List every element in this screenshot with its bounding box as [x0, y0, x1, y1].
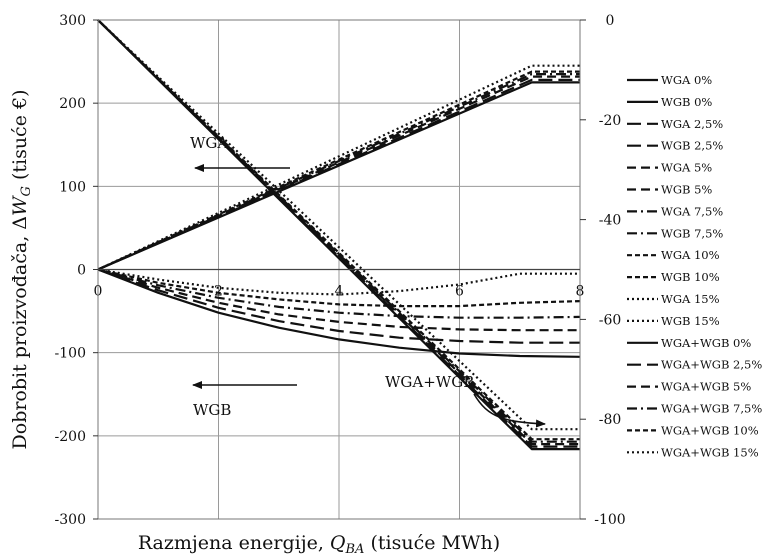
arrow-wga-wgb: [473, 393, 546, 428]
legend-label: WGB 5%: [661, 183, 712, 197]
series-line: [97, 268, 580, 296]
series-line: [97, 268, 581, 319]
legend-label: WGB 0%: [661, 95, 712, 109]
legend-label: WGA+WGB 0%: [661, 336, 751, 350]
legend-label: WGA 0%: [661, 73, 712, 87]
series-line: [97, 268, 580, 332]
x-axis-title: Razmjena energije, QBA (tisuće MWh): [138, 532, 500, 555]
annotation-wga: WGA: [190, 134, 228, 152]
y-tick-label: -100: [55, 346, 86, 362]
series-line: [97, 268, 581, 308]
annotation-wga-wgb: WGA+WGB: [385, 373, 474, 391]
y-tick-label: -300: [55, 512, 86, 528]
y2-tick-label: -20: [599, 113, 622, 129]
series-line: [97, 81, 580, 271]
legend-label: WGA+WGB 10%: [661, 423, 759, 437]
series-line: [97, 268, 580, 344]
annotation-wgb: WGB: [193, 401, 231, 419]
y2-tick-label: 0: [606, 13, 615, 29]
y-axis-title: Dobrobit proizvođača, ΔWG (tisuće €): [9, 90, 34, 450]
y-tick-label: 300: [59, 13, 86, 29]
legend-label: WGA+WGB 2,5%: [661, 358, 762, 372]
series-line: [97, 19, 580, 431]
x-tick-label: 6: [455, 284, 464, 300]
legend-label: WGB 2,5%: [661, 139, 723, 153]
series-line: [97, 64, 580, 271]
legend-label: WGA 2,5%: [661, 117, 723, 131]
legend-label: WGA 5%: [661, 161, 712, 175]
y2-tick-label: -40: [599, 213, 622, 229]
axes: 300 200 100 0 -100 -200 -300 0 -20 -40 -60 -80 -100 0…: [9, 13, 626, 555]
y2-tick-label: -100: [594, 512, 625, 528]
legend: WGA 0% WGB 0% WGA 2,5% WGB 2,5% WGA 5% WGB 5%…: [627, 73, 762, 459]
x-tick-label: 4: [335, 284, 344, 300]
y-tick-label: 100: [59, 179, 86, 195]
series-line: [97, 78, 580, 271]
legend-label: WGA 15%: [661, 292, 720, 306]
y2-tick-label: -60: [599, 312, 622, 328]
series-line: [97, 70, 580, 271]
series-line: [97, 75, 580, 271]
series-lines: [97, 19, 581, 451]
legend-label: WGA+WGB 15%: [661, 445, 759, 459]
series-line: [97, 19, 580, 441]
x-tick-label: 8: [576, 284, 585, 300]
y-tick-label: 0: [77, 263, 86, 279]
legend-label: WGA+WGB 7,5%: [661, 402, 762, 416]
y2-tick-label: -80: [599, 412, 622, 428]
legend-label: WGA+WGB 5%: [661, 380, 751, 394]
legend-label: WGA 10%: [661, 248, 720, 262]
legend-label: WGB 15%: [661, 314, 720, 328]
legend-label: WGB 7,5%: [661, 226, 723, 240]
legend-label: WGA 7,5%: [661, 204, 723, 218]
series-line: [97, 72, 580, 271]
annotations: WGA WGB WGA+WGB: [190, 134, 546, 428]
series-line: [97, 268, 581, 358]
y-tick-label: 200: [59, 96, 86, 112]
x-tick-label: 2: [214, 284, 223, 300]
y-tick-label: -200: [55, 429, 86, 445]
legend-label: WGB 10%: [661, 270, 720, 284]
x-tick-label: 0: [94, 284, 103, 300]
